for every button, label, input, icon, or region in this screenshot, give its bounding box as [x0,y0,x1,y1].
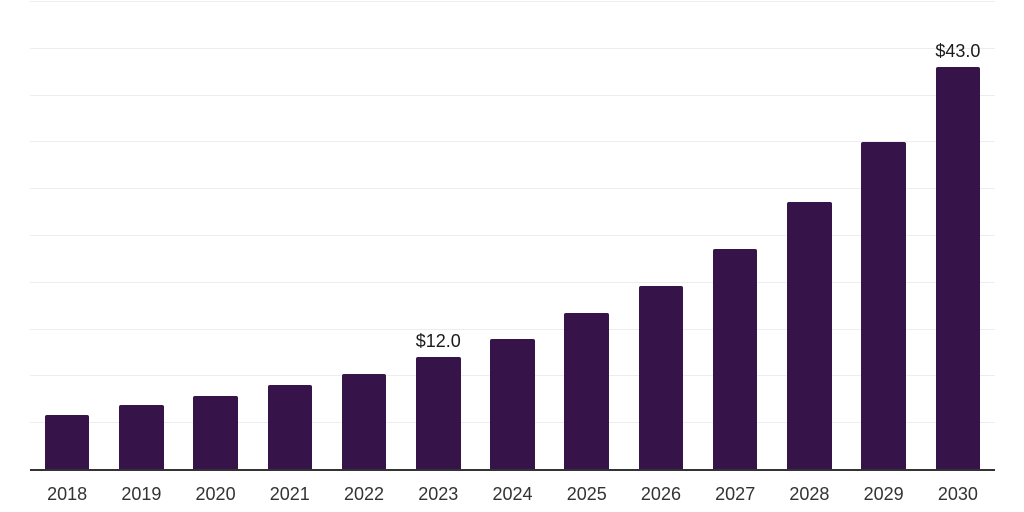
bar-2026 [638,285,684,469]
bar-2023 [416,356,461,469]
bar-2020 [193,396,238,469]
tick-label-2026: 2026 [640,484,681,504]
gridline-20 [30,281,995,283]
bar-2029 [861,142,906,469]
tick-label-2021: 2021 [269,484,310,504]
gridline-40 [30,94,995,96]
bar-2021 [267,384,313,469]
tick-label-2020: 2020 [195,484,236,504]
tick-label-2029: 2029 [863,484,904,504]
gridline-30 [30,188,995,190]
tick-label-2030: 2030 [937,484,978,504]
bar-2022 [341,373,387,469]
bar-2018 [44,414,90,469]
bar-2024 [490,338,535,469]
bar-2019 [119,405,164,469]
tick-label-2018: 2018 [47,484,88,504]
tick-label-2027: 2027 [715,484,756,504]
gridline-35 [30,141,995,143]
bar-2030 [935,66,981,469]
value-label-2023: $12.0 [415,330,461,351]
x-axis-line [30,469,995,471]
tick-label-2019: 2019 [121,484,162,504]
tick-label-2025: 2025 [566,484,607,504]
bar-2027 [712,249,758,469]
bar-2025 [564,312,609,469]
gridline-15 [30,328,995,330]
tick-label-2023: 2023 [418,484,459,504]
gridline-45 [30,47,995,49]
gridline-50 [30,1,995,2]
tick-label-2028: 2028 [789,484,830,504]
plot-area: $12.0 $43.0 [30,1,995,469]
tick-label-2024: 2024 [492,484,533,504]
tick-label-2022: 2022 [344,484,385,504]
value-label-2030: $43.0 [935,40,981,61]
bar-2028 [787,202,832,469]
gridline-25 [30,235,995,236]
